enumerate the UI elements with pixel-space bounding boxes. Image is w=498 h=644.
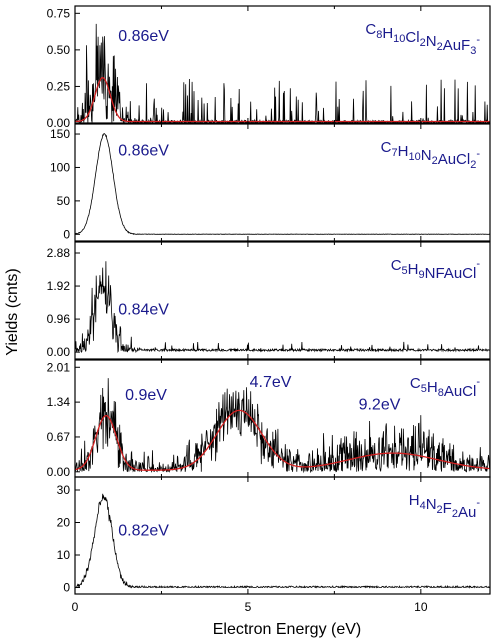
formula-part: Au (458, 504, 476, 521)
formula-part: H (427, 379, 438, 396)
formula-part: H (408, 261, 419, 278)
formula-superscript: - (476, 497, 480, 509)
y-tick-label: 1.92 (47, 279, 71, 293)
spectrum-line-4 (75, 378, 490, 474)
formula-subscript: 2 (437, 41, 443, 53)
y-tick-label: 0.50 (47, 43, 71, 57)
formula-part: F (443, 500, 452, 517)
formula-part: AuF (443, 37, 471, 54)
molecule-formula: C7H10N2AuCl2- (381, 139, 481, 171)
y-tick-label: 0.75 (47, 6, 71, 20)
peak-annotation: 9.2eV (359, 396, 401, 413)
peak-annotation: 0.9eV (125, 387, 167, 404)
panel-frame-2 (74, 123, 491, 242)
peak-annotation: 0.86eV (118, 142, 169, 159)
formula-superscript: - (476, 34, 480, 46)
formula-part: C (381, 139, 392, 156)
y-tick-label: 50 (57, 194, 71, 208)
y-tick-label: 0.00 (47, 345, 71, 359)
formula-subscript: 3 (470, 45, 476, 57)
y-tick-label: 2.88 (47, 246, 71, 260)
y-tick-label: 0 (63, 581, 70, 595)
formula-part: AuCl (438, 151, 471, 168)
formula-part: N (426, 33, 437, 50)
formula-subscript: 4 (420, 500, 426, 512)
formula-part: H (409, 492, 420, 509)
formula-superscript: - (476, 376, 480, 388)
y-tick-label: 0.25 (47, 79, 71, 93)
formula-part: H (382, 25, 393, 42)
peak-annotation: 4.7eV (250, 374, 292, 391)
formula-subscript: 2 (432, 155, 438, 167)
peak-annotation: 0.86eV (118, 28, 169, 45)
x-tick-label: 0 (72, 600, 79, 614)
formula-subscript: 10 (393, 33, 405, 45)
spectrum-line-2 (75, 132, 490, 236)
y-tick-label: 150 (50, 127, 70, 141)
y-tick-label: 2.01 (47, 360, 71, 374)
fit-line-4 (75, 409, 490, 471)
formula-subscript: 8 (438, 387, 444, 399)
fit-line-1 (75, 77, 490, 123)
y-tick-label: 0 (63, 227, 70, 241)
panel-frame-1 (74, 5, 491, 124)
y-tick-label: 0.96 (47, 312, 71, 326)
molecule-formula: C5H9NFAuCl- (391, 257, 481, 282)
formula-part: Cl (405, 29, 419, 46)
y-tick-label: 100 (50, 160, 70, 174)
x-tick-label: 10 (414, 600, 428, 614)
formula-part: C (410, 375, 421, 392)
formula-subscript: 7 (392, 147, 398, 159)
formula-subscript: 9 (419, 269, 425, 281)
formula-part: C (365, 21, 376, 38)
y-axis-title: Yields (cnts) (4, 268, 21, 355)
formula-subscript: 5 (402, 265, 408, 277)
y-tick-label: 10 (57, 548, 71, 562)
y-tick-label: 0.67 (47, 430, 71, 444)
formula-superscript: - (476, 148, 480, 160)
y-tick-label: 30 (57, 483, 71, 497)
formula-part: C (391, 257, 402, 274)
panel-frame-5 (74, 476, 491, 595)
formula-part: AuCl (444, 383, 477, 400)
formula-superscript: - (476, 258, 480, 270)
panel-1: 0.000.250.500.750.86eV C8H10Cl2N2AuF3- (47, 5, 491, 130)
x-axis-title: Electron Energy (eV) (213, 621, 362, 638)
y-tick-label: 20 (57, 516, 71, 530)
formula-subscript: 2 (470, 159, 476, 171)
formula-subscript: 5 (421, 383, 427, 395)
panels-group: 0.000.250.500.750.86eV C8H10Cl2N2AuF3-050… (47, 5, 491, 614)
peak-annotation: 0.84eV (118, 301, 169, 318)
x-tick-label: 5 (245, 600, 252, 614)
formula-part: N (421, 147, 432, 164)
panel-3: 0.00 0.96 1.92 2.88 0.84eV C5H9NFAuCl- (47, 241, 491, 360)
y-tick-label: 1.34 (47, 395, 71, 409)
formula-part: H (398, 143, 409, 160)
y-tick-label: 0.00 (47, 116, 71, 130)
formula-subscript: 8 (376, 29, 382, 41)
formula-subscript: 2 (437, 504, 443, 516)
formula-subscript: 2 (452, 508, 458, 520)
formula-part: NFAuCl (425, 265, 477, 282)
formula-subscript: 2 (420, 37, 426, 49)
panel-frame-3 (74, 241, 491, 360)
panel-4: 0.00 0.67 1.34 2.01 0.9eV 4.7eV 9.2eV C5H8AuCl- (47, 359, 491, 479)
peak-annotation: 0.82eV (118, 523, 169, 540)
y-tick-label: 0.00 (47, 465, 71, 479)
formula-part: N (426, 496, 437, 513)
spectrum-line-5 (75, 493, 490, 589)
molecule-formula: C8H10Cl2N2AuF3- (365, 21, 480, 57)
formula-subscript: 10 (408, 151, 420, 163)
molecule-formula: H4N2F2Au- (409, 492, 481, 521)
spectrum-line-3 (75, 261, 490, 354)
molecule-formula: C5H8AuCl- (410, 375, 480, 400)
